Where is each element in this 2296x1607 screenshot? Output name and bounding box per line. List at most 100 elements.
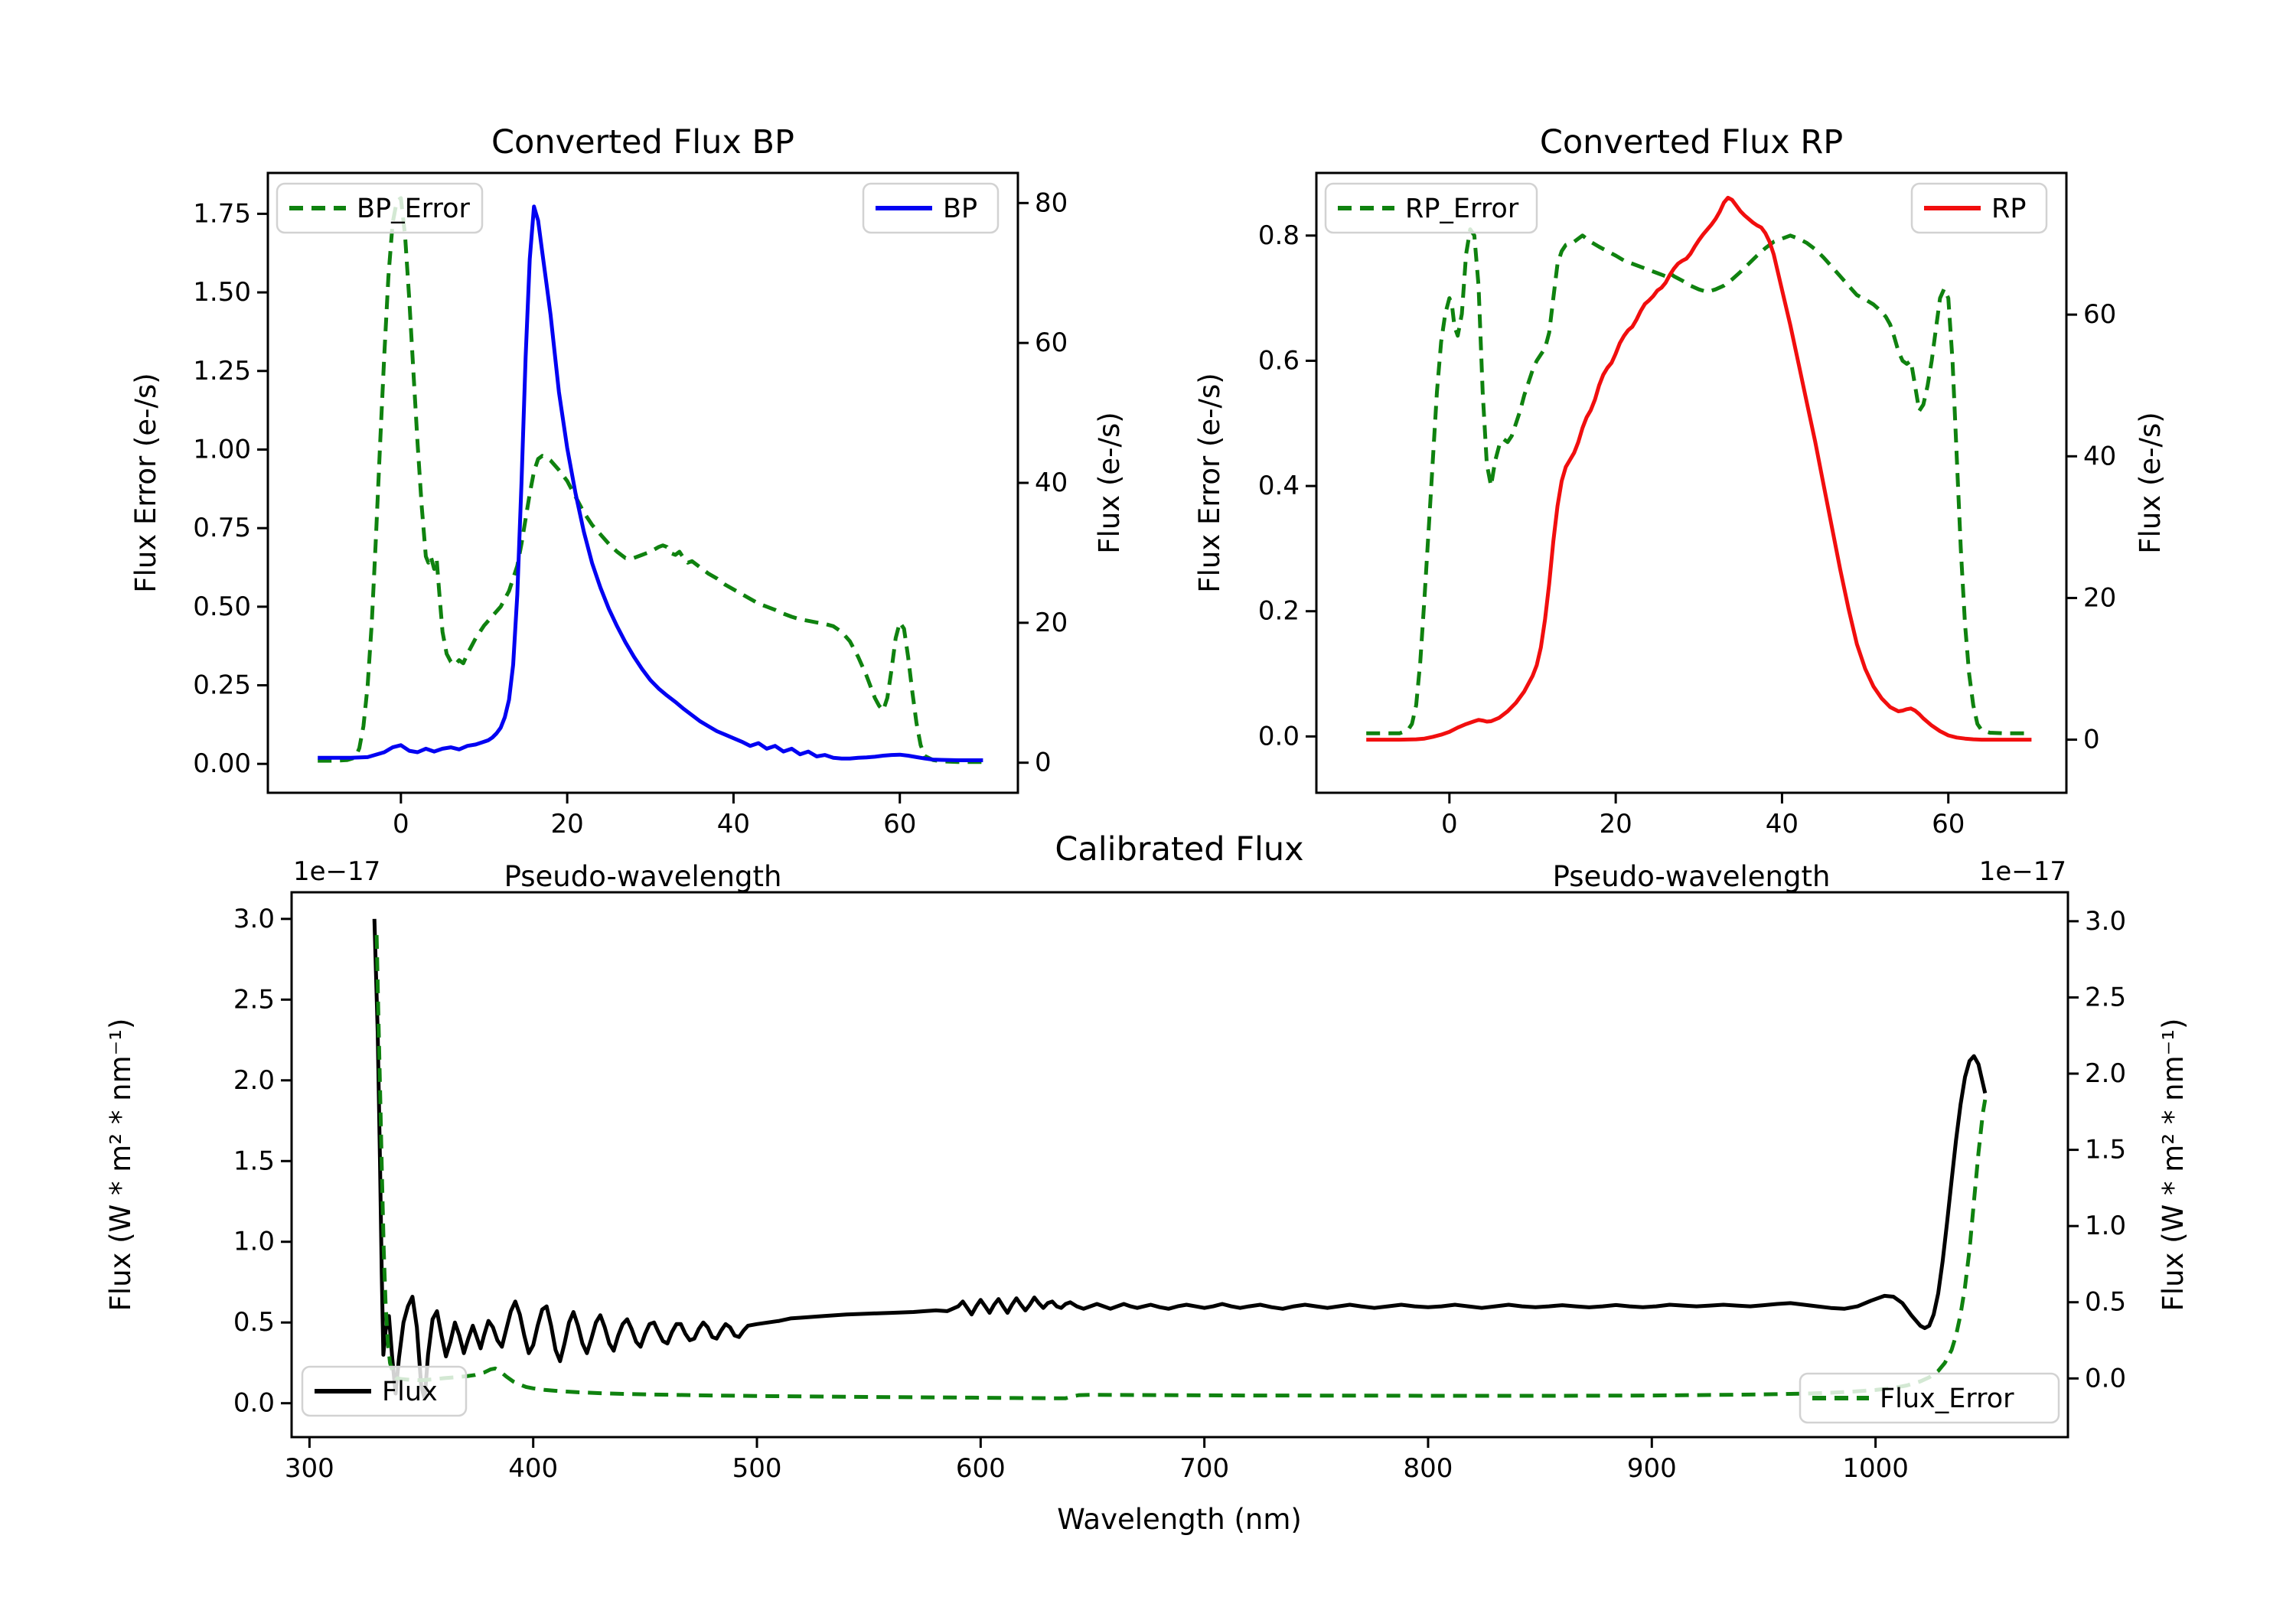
rp-x-tick-label: 0 (1441, 809, 1458, 839)
bp-legend-label: BP (943, 194, 977, 224)
cal-left-tick-label: 0.5 (233, 1307, 275, 1338)
bp-left-tick-label: 0.50 (193, 592, 251, 622)
rp-right-axis-label: Flux (e-/s) (2134, 412, 2167, 553)
bp-x-tick-label: 40 (717, 809, 750, 839)
cal-series-flux (372, 918, 1988, 1400)
cal-x-tick-label: 600 (956, 1453, 1006, 1484)
rp-error-legend-label: RP_Error (1405, 194, 1519, 224)
cal-left-tick-label: 3.0 (233, 904, 275, 934)
bp-left-tick-label: 0.75 (193, 513, 251, 543)
calibrated-chart: 300 400 500 600 700 800 900 1000 0.0 0.5 1.0 1.5 2.0… (104, 830, 2190, 1536)
rp-legend: RP (1910, 182, 2048, 234)
bp-left-tick-label: 1.25 (193, 356, 251, 386)
calibrated-right-axis-label: Flux (W * m² * nm⁻¹) (2157, 1019, 2190, 1312)
bp-spines (266, 171, 1019, 794)
cal-right-tick-label: 0.0 (2085, 1363, 2126, 1393)
rp-legend-label: RP (1991, 194, 2026, 224)
rp-right-tick-label: 60 (2083, 299, 2116, 330)
cal-x-tick-label: 300 (285, 1453, 334, 1484)
cal-right-tick-label: 2.0 (2085, 1058, 2126, 1089)
flux-legend: Flux (301, 1365, 468, 1417)
bp-left-tick-label: 1.00 (193, 434, 251, 464)
flux-error-legend-box (1799, 1372, 2060, 1424)
bp-left-axis-label: Flux Error (e-/s) (129, 373, 162, 592)
flux-error-legend-label: Flux_Error (1880, 1384, 2014, 1414)
cal-left-tick-label: 2.0 (233, 1065, 275, 1096)
bp-curves (318, 196, 983, 764)
bp-right-tick-label: 20 (1035, 608, 1068, 638)
rp-left-tick-label: 0.2 (1258, 596, 1300, 627)
calibrated-right-offset-text: 1e−17 (1979, 856, 2066, 887)
rp-right-tick-label: 0 (2083, 725, 2100, 755)
cal-right-tick-label: 1.5 (2085, 1135, 2126, 1165)
rp-x-tick-label: 20 (1599, 809, 1632, 839)
cal-x-tick-label: 500 (732, 1453, 782, 1484)
calibrated-title: Calibrated Flux (1055, 830, 1303, 869)
calibrated-curves (372, 918, 1988, 1400)
cal-right-tick-label: 3.0 (2085, 906, 2126, 937)
rp-series-rp_error (1366, 227, 2032, 735)
cal-x-tick-label: 900 (1627, 1453, 1677, 1484)
cal-x-tick-label: 700 (1179, 1453, 1229, 1484)
cal-series-flux_error (374, 934, 1988, 1400)
bp-left-tick-label: 1.75 (193, 198, 251, 229)
bp-left-tick-label: 0.00 (193, 748, 251, 779)
rp-axes: 0 20 40 60 0.0 0.2 0.4 0.6 0.8 0 20 40 60 (1258, 171, 2116, 839)
rp-left-tick-label: 0.6 (1258, 345, 1300, 376)
bp-series-bp (318, 204, 983, 762)
bp-xaxis-label: Pseudo-wavelength (504, 860, 782, 893)
bp-chart: 0 20 40 60 0.00 0.25 0.50 0.75 1.00 1.25 1.50 1.75 0… (129, 123, 1126, 893)
cal-right-tick-label: 0.5 (2085, 1287, 2126, 1318)
rp-left-tick-label: 0.4 (1258, 471, 1300, 501)
rp-x-tick-label: 60 (1932, 809, 1965, 839)
rp-xaxis-label: Pseudo-wavelength (1553, 860, 1831, 893)
cal-left-tick-label: 2.5 (233, 984, 275, 1015)
cal-left-tick-label: 1.5 (233, 1146, 275, 1176)
bp-error-legend-box (276, 182, 484, 234)
rp-chart: 0 20 40 60 0.0 0.2 0.4 0.6 0.8 0 20 40 60 Converted … (1193, 123, 2167, 893)
cal-x-tick-label: 400 (508, 1453, 558, 1484)
bp-x-tick-label: 20 (550, 809, 583, 839)
calibrated-left-axis-label: Flux (W * m² * nm⁻¹) (104, 1019, 137, 1312)
rp-left-axis-label: Flux Error (e-/s) (1193, 373, 1226, 592)
rp-error-legend-box (1324, 182, 1538, 234)
cal-x-tick-label: 800 (1404, 1453, 1453, 1484)
rp-right-tick-label: 20 (2083, 582, 2116, 613)
rp-left-tick-label: 0.0 (1258, 721, 1300, 751)
bp-right-tick-label: 40 (1035, 468, 1068, 498)
cal-right-tick-label: 2.5 (2085, 982, 2126, 1012)
flux-error-legend: Flux_Error (1799, 1372, 2060, 1424)
bp-error-legend-label: BP_Error (357, 194, 471, 224)
cal-left-tick-label: 1.0 (233, 1227, 275, 1257)
bp-series-bp_error (318, 196, 983, 764)
cal-right-tick-label: 1.0 (2085, 1211, 2126, 1241)
calibrated-xaxis-label: Wavelength (nm) (1057, 1503, 1302, 1536)
bp-error-legend: BP_Error (276, 182, 484, 234)
bp-x-tick-label: 0 (393, 809, 409, 839)
calibrated-left-offset-text: 1e−17 (293, 856, 380, 887)
rp-right-tick-label: 40 (2083, 441, 2116, 471)
bp-left-tick-label: 0.25 (193, 670, 251, 701)
rp-x-tick-label: 40 (1766, 809, 1799, 839)
flux-legend-box (301, 1365, 468, 1417)
rp-error-legend: RP_Error (1324, 182, 1538, 234)
bp-legend: BP (862, 182, 1000, 234)
bp-x-tick-label: 60 (883, 809, 916, 839)
bp-right-tick-label: 60 (1035, 328, 1068, 358)
bp-axes: 0 20 40 60 0.00 0.25 0.50 0.75 1.00 1.25 1.50 1.75 0… (193, 171, 1068, 839)
cal-left-tick-label: 0.0 (233, 1388, 275, 1419)
bp-right-tick-label: 80 (1035, 187, 1068, 218)
flux-legend-label: Flux (382, 1377, 438, 1407)
cal-x-tick-label: 1000 (1842, 1453, 1909, 1484)
rp-title: Converted Flux RP (1540, 123, 1843, 161)
bp-title: Converted Flux BP (491, 123, 794, 161)
rp-left-tick-label: 0.8 (1258, 220, 1300, 251)
rp-series-rp (1366, 195, 2032, 742)
cal-spines (290, 891, 2069, 1439)
bp-left-tick-label: 1.50 (193, 277, 251, 308)
bp-right-tick-label: 0 (1035, 748, 1052, 778)
rp-curves (1366, 195, 2032, 742)
rp-spines (1315, 171, 2068, 794)
